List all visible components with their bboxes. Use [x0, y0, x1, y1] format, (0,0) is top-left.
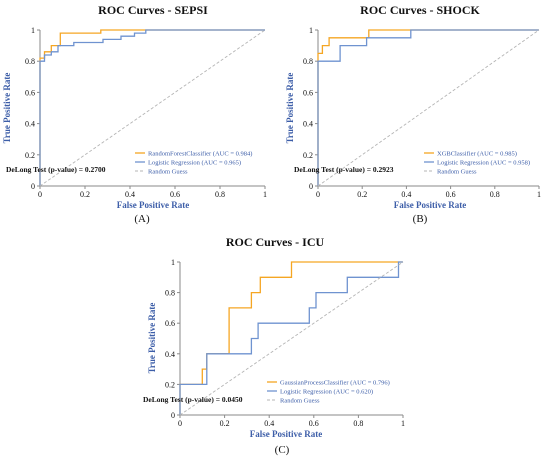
delong-annotation: DeLong Test (p-value) = 0.2700 — [6, 165, 106, 174]
y-tick-label: 0.2 — [25, 151, 35, 160]
x-axis-label: False Positive Rate — [117, 200, 189, 210]
x-tick-label: 0.4 — [401, 190, 411, 199]
delong-annotation: DeLong Test (p-value) = 0.0450 — [143, 395, 243, 404]
x-tick-label: 0.8 — [490, 190, 500, 199]
chart-title: ROC Curves - SEPSI — [98, 3, 208, 17]
legend-label: GaussianProcessClassifier (AUC = 0.796) — [280, 379, 390, 386]
y-tick-label: 0.8 — [165, 289, 175, 298]
y-tick-label: 1 — [309, 26, 313, 35]
x-tick-label: 0.8 — [215, 190, 225, 199]
x-tick-label: 1 — [537, 190, 541, 199]
y-tick-label: 0 — [171, 411, 175, 420]
legend-label: Random Guess — [280, 397, 320, 404]
y-axis-label: True Positive Rate — [2, 73, 12, 144]
panel-label: (A) — [134, 213, 150, 225]
y-tick-label: 0.4 — [303, 120, 313, 129]
x-tick-label: 0.4 — [264, 419, 274, 428]
roc-curve-series-1 — [317, 29, 539, 186]
roc-curve-series-1 — [179, 261, 403, 415]
roc-panel-1: ROC Curves - SEPSI 0 0.2 0.4 0.6 0.8 1 0 0.2 0.4 0… — [2, 3, 267, 225]
x-tick-label: 0.2 — [357, 190, 367, 199]
y-tick-label: 0.8 — [303, 57, 313, 66]
x-tick-label: 0.4 — [125, 190, 135, 199]
y-tick-label: 1 — [171, 258, 175, 267]
y-tick-label: 0.6 — [25, 88, 35, 97]
y-tick-label: 0 — [309, 182, 313, 191]
legend: RandomForestClassifier (AUC = 0.984) Logi… — [135, 150, 252, 175]
x-tick-label: 0.6 — [309, 419, 319, 428]
x-tick-label: 0.8 — [353, 419, 363, 428]
panel-label: (B) — [413, 213, 428, 225]
legend: GaussianProcessClassifier (AUC = 0.796) L… — [267, 379, 390, 404]
y-tick-label: 0.8 — [25, 57, 35, 66]
x-tick-label: 1 — [263, 190, 267, 199]
random-guess-line — [179, 261, 404, 416]
y-tick-label: 0 — [31, 182, 35, 191]
legend-label: Logistic Regression (AUC = 0.620) — [280, 388, 373, 395]
y-tick-label: 0.4 — [25, 120, 35, 129]
roc-panel-2: ROC Curves - SHOCK 0 0.2 0.4 0.6 0.8 1 0 0.2 0.4 0… — [285, 3, 541, 225]
x-tick-label: 0.6 — [170, 190, 180, 199]
x-tick-label: 1 — [401, 419, 405, 428]
legend-label: RandomForestClassifier (AUC = 0.984) — [148, 150, 252, 157]
roc-panel-3: ROC Curves - ICU 0 0.2 0.4 0.6 0.8 1 0 0.2 0.4 0.6… — [143, 235, 405, 456]
legend-label: Logistic Regression (AUC = 0.965) — [148, 159, 241, 166]
y-axis-label: True Positive Rate — [147, 303, 157, 374]
y-tick-label: 1 — [31, 26, 35, 35]
y-tick-label: 0.4 — [165, 350, 175, 359]
legend-label: Random Guess — [148, 168, 188, 175]
panel-label: (C) — [275, 444, 290, 456]
y-tick-label: 0.6 — [303, 88, 313, 97]
x-axis-label: False Positive Rate — [250, 429, 322, 439]
x-axis-label: False Positive Rate — [394, 200, 466, 210]
roc-curve-series-2 — [179, 261, 403, 415]
x-tick-label: 0.2 — [220, 419, 230, 428]
delong-annotation: DeLong Test (p-value) = 0.2923 — [294, 165, 394, 174]
y-tick-label: 0.2 — [165, 380, 175, 389]
random-guess-line — [317, 29, 540, 187]
x-tick-label: 0 — [316, 190, 320, 199]
y-axis-label: True Positive Rate — [285, 73, 295, 144]
roc-curve-series-2 — [39, 29, 265, 186]
legend: XGBClassifier (AUC = 0.985) Logistic Regr… — [424, 150, 530, 175]
chart-title: ROC Curves - SHOCK — [360, 3, 480, 17]
x-tick-label: 0.2 — [80, 190, 90, 199]
random-guess-line — [39, 29, 266, 187]
roc-curve-series-2 — [317, 29, 539, 186]
x-tick-label: 0 — [178, 419, 182, 428]
legend-label: Logistic Regression (AUC = 0.958) — [437, 159, 530, 166]
legend-label: XGBClassifier (AUC = 0.985) — [437, 150, 517, 157]
x-tick-label: 0.6 — [446, 190, 456, 199]
roc-curve-series-1 — [39, 29, 265, 186]
chart-title: ROC Curves - ICU — [226, 235, 325, 249]
legend-label: Random Guess — [437, 168, 477, 175]
y-tick-label: 0.6 — [165, 319, 175, 328]
y-tick-label: 0.2 — [303, 151, 313, 160]
x-tick-label: 0 — [38, 190, 42, 199]
